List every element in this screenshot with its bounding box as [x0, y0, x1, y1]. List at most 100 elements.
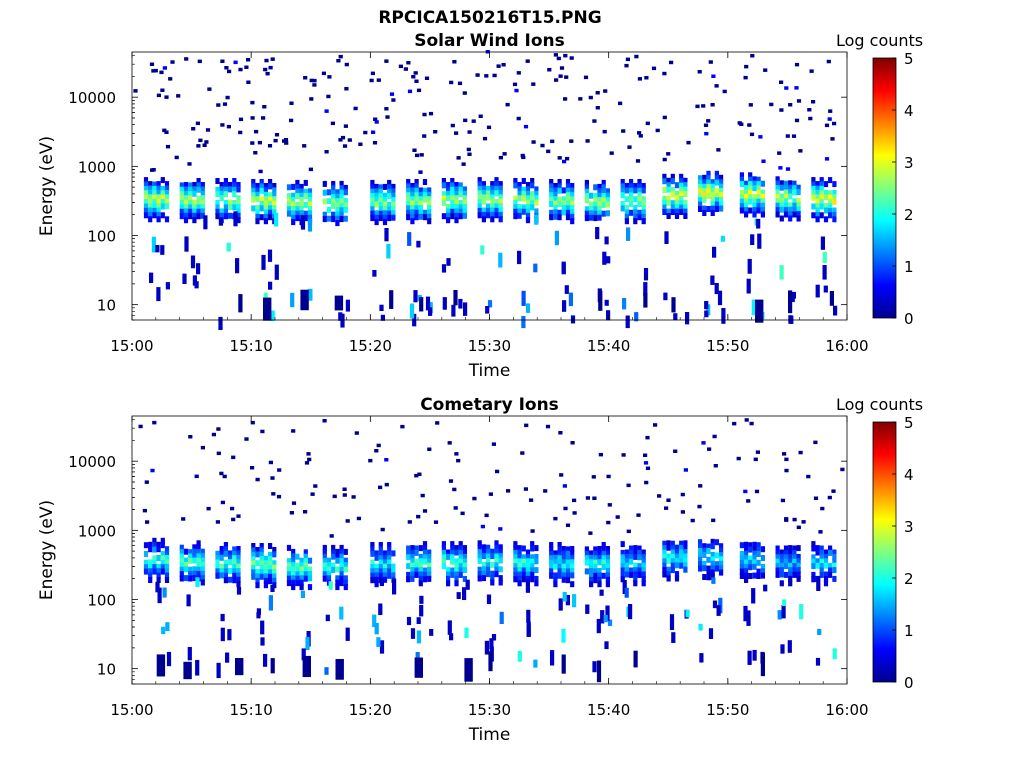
heatmap-cell [811, 545, 816, 552]
heatmap-cell [255, 196, 260, 203]
heatmap-cell [481, 544, 486, 551]
heatmap-cell [410, 575, 415, 582]
heatmap-cell [425, 296, 431, 311]
heatmap-cell [374, 581, 379, 588]
heatmap-cell [410, 213, 415, 220]
heatmap-cell [754, 489, 760, 494]
heatmap-cell [813, 440, 818, 445]
heatmap-cell [251, 569, 256, 576]
heatmap-cell [751, 299, 756, 315]
heatmap-cell [698, 539, 703, 546]
heatmap-cell [832, 648, 837, 660]
heatmap-cell [666, 177, 671, 184]
heatmap-cell [471, 119, 476, 123]
heatmap-cell [419, 153, 424, 157]
heatmap-cell [196, 178, 201, 184]
heatmap-cell [216, 103, 221, 107]
heatmap-cell [286, 206, 292, 213]
heatmap-cell [160, 88, 165, 92]
heatmap-cell [564, 285, 569, 294]
x-tick-label: 15:40 [587, 337, 630, 355]
heatmap-cell [651, 66, 657, 71]
heatmap-cell [784, 86, 789, 90]
heatmap-cell [268, 560, 273, 567]
heatmap-cell [326, 570, 332, 577]
colorbar-tick-label: 5 [904, 414, 914, 432]
heatmap-cell [775, 571, 780, 578]
heatmap-cell [194, 474, 199, 479]
heatmap-cell [422, 545, 428, 552]
heatmap-cell [625, 315, 630, 329]
heatmap-cell [332, 494, 337, 499]
heatmap-cell [485, 306, 490, 314]
heatmap-cell [605, 568, 610, 574]
heatmap-cell [589, 568, 594, 574]
heatmap-cell [719, 205, 724, 212]
heatmap-cell [414, 571, 419, 578]
heatmap-cell [251, 187, 256, 194]
heatmap-cell [534, 190, 539, 197]
heatmap-cell [274, 133, 280, 137]
heatmap-cell [467, 152, 472, 156]
heatmap-cell [683, 208, 688, 215]
heatmap-cell [133, 89, 138, 93]
heatmap-cell [312, 83, 317, 87]
heatmap-cell [272, 577, 277, 584]
heatmap-cell [811, 554, 816, 561]
heatmap-cell [370, 577, 375, 584]
heatmap-cell [462, 199, 467, 206]
panel2-title: Cometary Ions [420, 395, 559, 415]
heatmap-cell [828, 549, 833, 556]
heatmap-cell [374, 449, 379, 453]
heatmap-cell [299, 562, 304, 569]
heatmap-cell [148, 546, 153, 553]
heatmap-cell [410, 562, 415, 569]
heatmap-cell [674, 549, 680, 556]
heatmap-cell [655, 128, 660, 133]
heatmap-cell [719, 543, 724, 550]
heatmap-cell [604, 236, 609, 245]
heatmap-cell [196, 549, 201, 556]
heatmap-cell [179, 544, 184, 551]
heatmap-cell [409, 303, 415, 319]
heatmap-cell [763, 584, 768, 592]
heatmap-cell [751, 588, 756, 604]
heatmap-cell [513, 213, 518, 220]
heatmap-cell [477, 185, 482, 192]
heatmap-cell [494, 562, 499, 569]
heatmap-cell [152, 537, 157, 544]
heatmap-cell [525, 571, 531, 578]
heatmap-cell [143, 212, 149, 219]
heatmap-cell [561, 196, 566, 203]
heatmap-cell [601, 193, 606, 200]
heatmap-cell [708, 628, 714, 639]
heatmap-cell [196, 208, 201, 215]
heatmap-cell [494, 557, 499, 564]
heatmap-cell [235, 258, 240, 274]
heatmap-cell [446, 553, 451, 560]
heatmap-cell [641, 183, 646, 189]
heatmap-cell [307, 214, 313, 221]
heatmap-cell [418, 571, 423, 578]
heatmap-cell [739, 568, 744, 575]
heatmap-cell [775, 545, 780, 552]
heatmap-cell [343, 579, 348, 586]
heatmap-cell [815, 211, 820, 218]
heatmap-cell [744, 555, 749, 561]
heatmap-cell [406, 61, 411, 65]
heatmap-cell [200, 561, 205, 568]
heatmap-cell [200, 195, 205, 202]
heatmap-cell [490, 579, 495, 586]
heatmap-cell [525, 303, 531, 313]
heatmap-cell [481, 561, 486, 568]
heatmap-cell [427, 549, 432, 556]
heatmap-cell [739, 542, 744, 549]
heatmap-cell [521, 208, 526, 215]
heatmap-cell [303, 179, 308, 186]
heatmap-cell [666, 553, 671, 560]
heatmap-cell [525, 59, 530, 63]
heatmap-cell [811, 185, 816, 192]
heatmap-cell [427, 571, 432, 578]
heatmap-cell [719, 179, 724, 186]
heatmap-cell [605, 546, 610, 552]
